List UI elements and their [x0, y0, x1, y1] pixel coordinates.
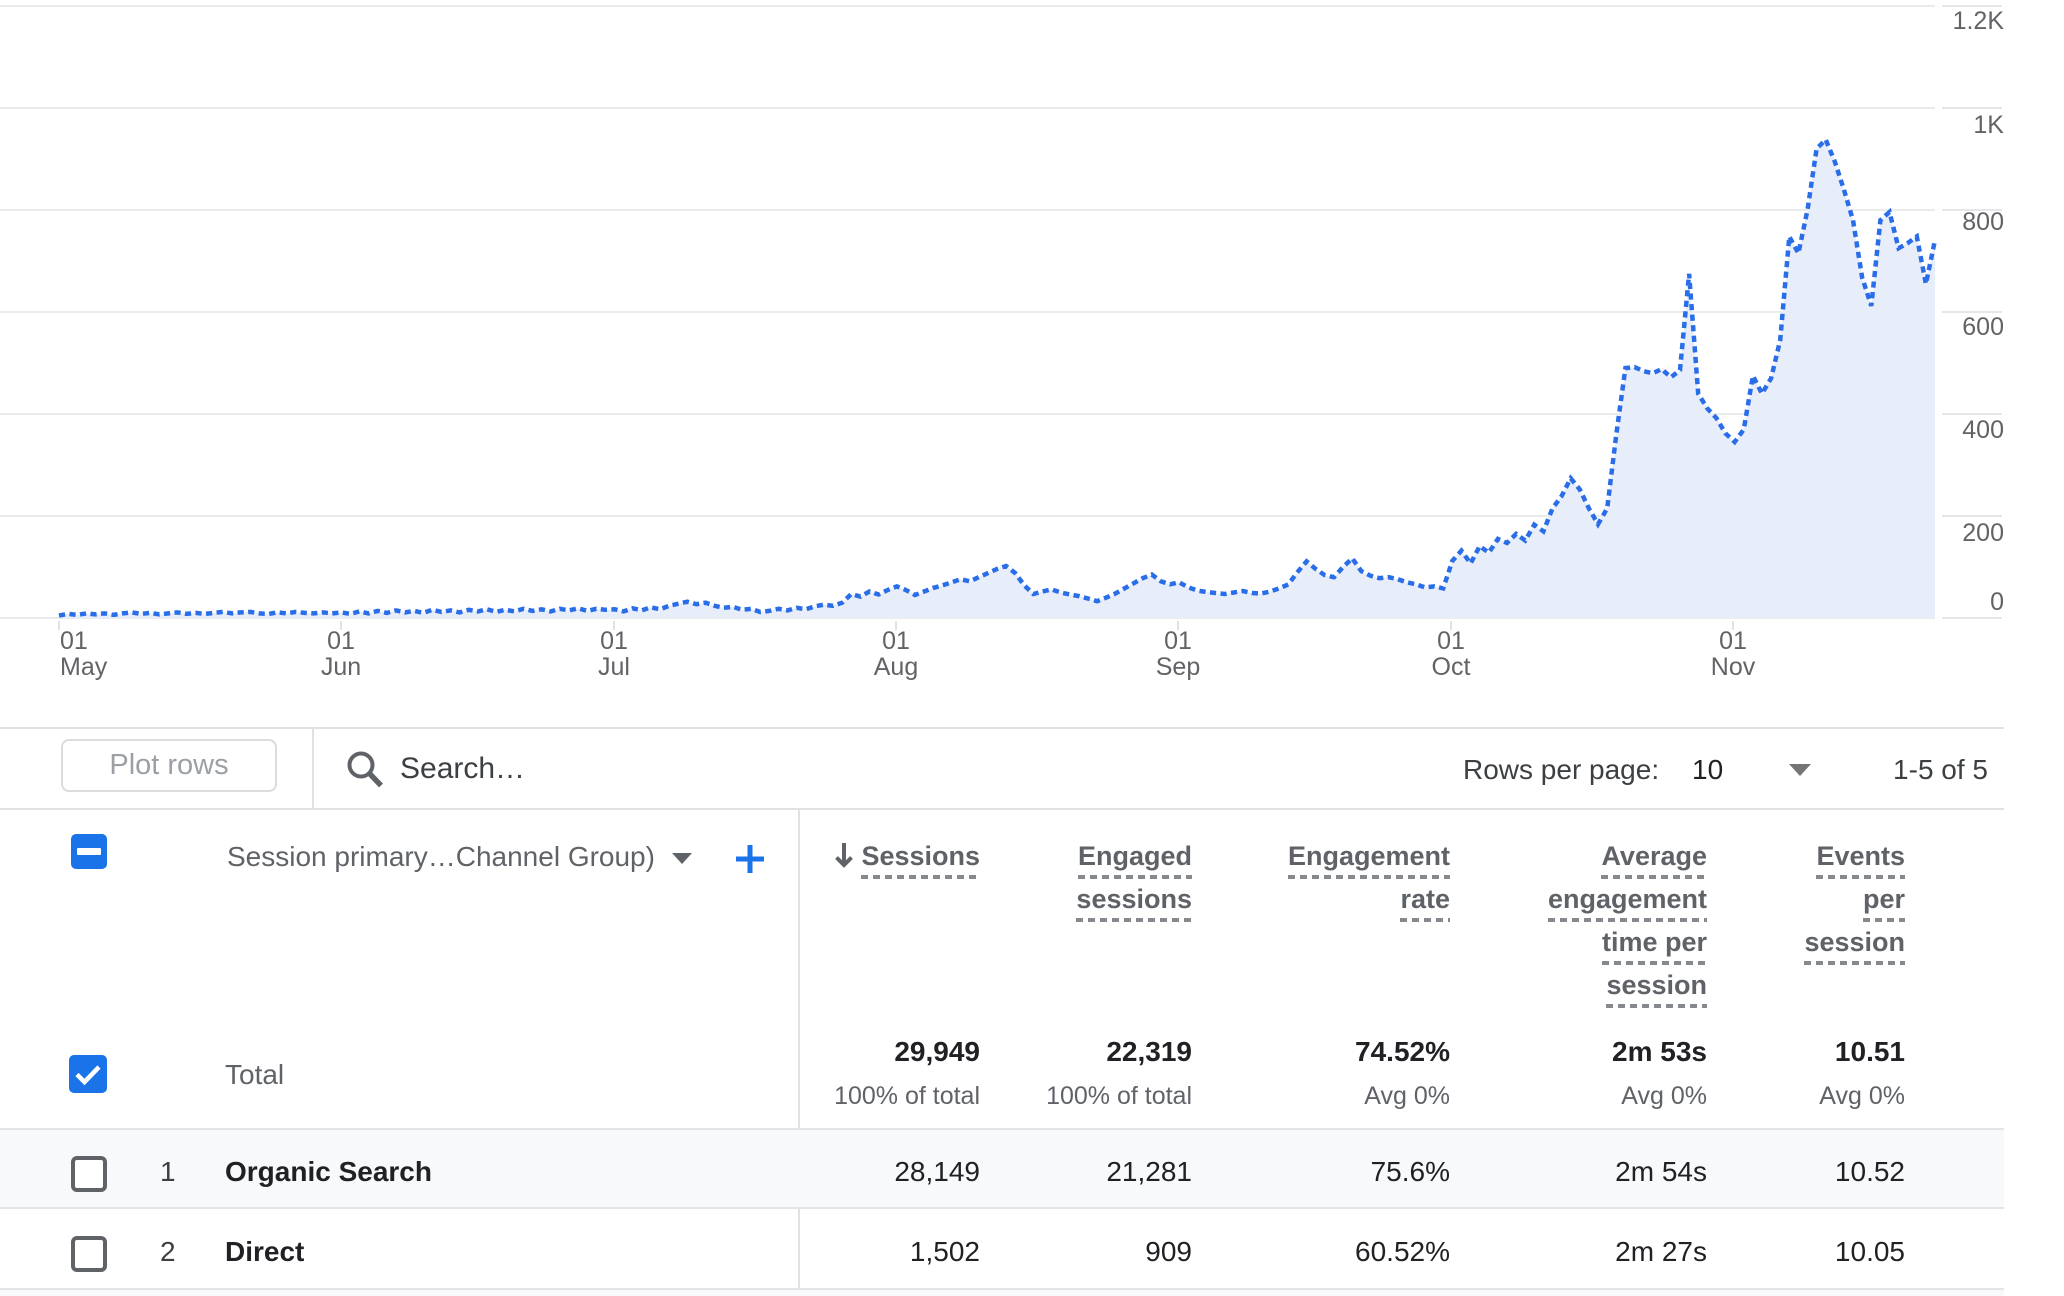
svg-text:800: 800	[1962, 208, 2004, 236]
svg-text:200: 200	[1962, 519, 2004, 547]
svg-text:Nov: Nov	[1711, 653, 1756, 681]
svg-text:1K: 1K	[1973, 111, 2004, 139]
svg-text:01: 01	[1437, 627, 1465, 655]
svg-text:May: May	[60, 653, 108, 681]
svg-text:01: 01	[1719, 627, 1747, 655]
svg-text:Jun: Jun	[321, 653, 361, 681]
svg-text:01: 01	[327, 627, 355, 655]
svg-text:Oct: Oct	[1432, 653, 1471, 681]
svg-text:Jul: Jul	[598, 653, 630, 681]
svg-text:01: 01	[882, 627, 910, 655]
svg-text:0: 0	[1990, 588, 2004, 616]
svg-text:1.2K: 1.2K	[1953, 7, 2005, 35]
svg-text:01: 01	[600, 627, 628, 655]
svg-text:400: 400	[1962, 416, 2004, 444]
svg-text:Aug: Aug	[874, 653, 918, 681]
svg-text:01: 01	[1164, 627, 1192, 655]
svg-text:600: 600	[1962, 313, 2004, 341]
svg-text:Sep: Sep	[1156, 653, 1200, 681]
svg-text:01: 01	[60, 627, 88, 655]
